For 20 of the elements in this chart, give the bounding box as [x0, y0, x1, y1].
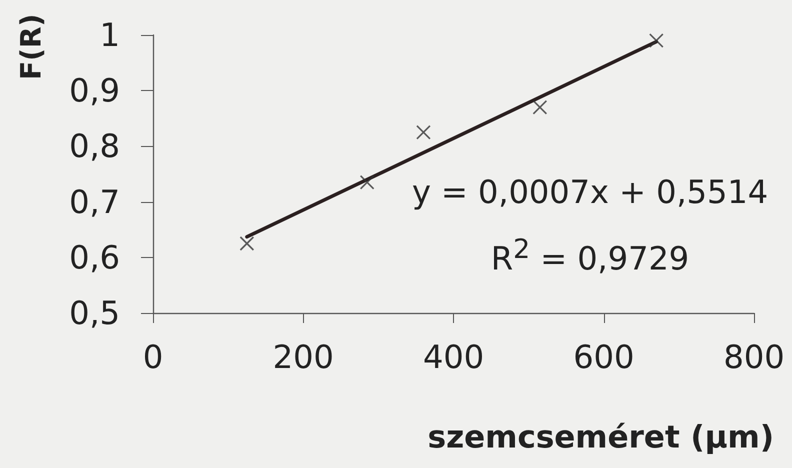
point	[240, 236, 254, 251]
point	[416, 125, 431, 140]
y-tick-label: 1	[100, 16, 120, 54]
x-tick-label: 0	[142, 338, 164, 376]
x-tick-label: 600	[573, 338, 634, 376]
y-tick-label: 0,8	[69, 127, 120, 166]
y-tick-label: 0,6	[69, 238, 120, 276]
annotation: y = 0,0007x + 0,5514	[410, 172, 770, 213]
point	[649, 33, 664, 48]
x-tick-label: 800	[723, 338, 785, 376]
point	[360, 175, 374, 190]
x-tick-label: 400	[422, 338, 484, 376]
y-tick-label: 0,9	[69, 72, 120, 110]
x-axis-title: szemcseméret (µm)	[428, 420, 774, 456]
point	[532, 100, 548, 115]
x-tick-label: 200	[272, 338, 334, 376]
y-tick-label: 0,5	[69, 294, 120, 332]
annotation: R$^{2}$ = 0,9729	[490, 233, 690, 280]
y-axis-title: F(R)	[14, 14, 48, 80]
y-tick-label: 0,7	[69, 182, 120, 221]
